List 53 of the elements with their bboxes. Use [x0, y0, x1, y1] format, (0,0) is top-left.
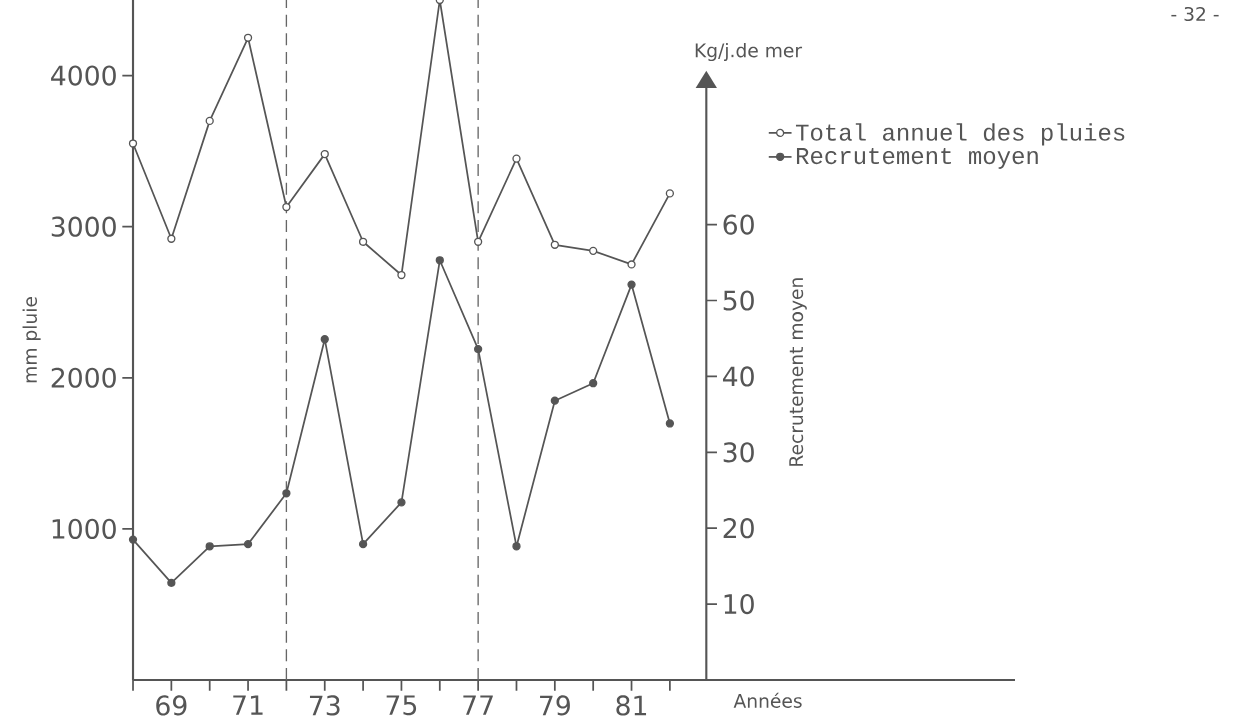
x-tick-label: 81 — [616, 695, 647, 716]
point — [320, 149, 329, 159]
point — [512, 542, 521, 551]
x-tick-label: 69 — [156, 695, 187, 716]
text: - 32 - — [1171, 6, 1219, 22]
y2-axis-title: Recrutement moyen — [789, 278, 807, 466]
point — [627, 280, 636, 289]
y2-tick-label: 10 — [724, 594, 754, 615]
point — [320, 335, 329, 344]
x-tick-label: 71 — [233, 695, 263, 715]
point — [243, 33, 253, 42]
annotation: Kg/j.de mer — [695, 42, 803, 62]
point — [474, 344, 483, 354]
point — [474, 237, 483, 246]
point — [627, 260, 636, 269]
point — [128, 535, 138, 544]
x-tick-label: 75 — [386, 695, 417, 716]
x-tick-label: 73 — [309, 695, 340, 716]
point — [589, 246, 598, 255]
y-tick-label: 4000 — [51, 65, 116, 86]
y2-tick-label: 30 — [723, 442, 754, 463]
y-tick-label: 3000 — [51, 216, 116, 237]
point — [205, 542, 214, 551]
y2-tick-label: 50 — [723, 290, 754, 311]
point — [512, 154, 521, 163]
point — [282, 489, 291, 498]
point — [128, 139, 138, 148]
point — [205, 116, 214, 126]
point — [282, 202, 291, 212]
y2-tick-label: 60 — [723, 214, 754, 235]
x-axis-title: Années — [733, 692, 802, 708]
y2-tick-label: 20 — [723, 518, 754, 539]
y-tick-label: 2000 — [51, 367, 116, 388]
point — [243, 539, 253, 549]
point — [550, 396, 559, 405]
point — [167, 234, 176, 243]
point — [665, 419, 675, 428]
point — [397, 270, 406, 280]
point — [358, 539, 368, 549]
y-tick-label: 1000 — [52, 518, 116, 539]
x-tick-label: 79 — [540, 695, 570, 716]
legend-label: Recrutement moyen — [796, 147, 1038, 169]
point — [397, 498, 406, 507]
y2-tick-label: 40 — [722, 366, 754, 387]
point — [435, 256, 444, 265]
legend-label: Total annuel des pluies — [795, 123, 1125, 146]
point — [589, 379, 598, 388]
x-tick-label: 77 — [463, 695, 493, 715]
point — [358, 237, 368, 246]
point — [665, 189, 675, 198]
point — [550, 240, 559, 249]
point — [167, 578, 176, 587]
y-axis-title: mm pluie — [22, 297, 41, 383]
